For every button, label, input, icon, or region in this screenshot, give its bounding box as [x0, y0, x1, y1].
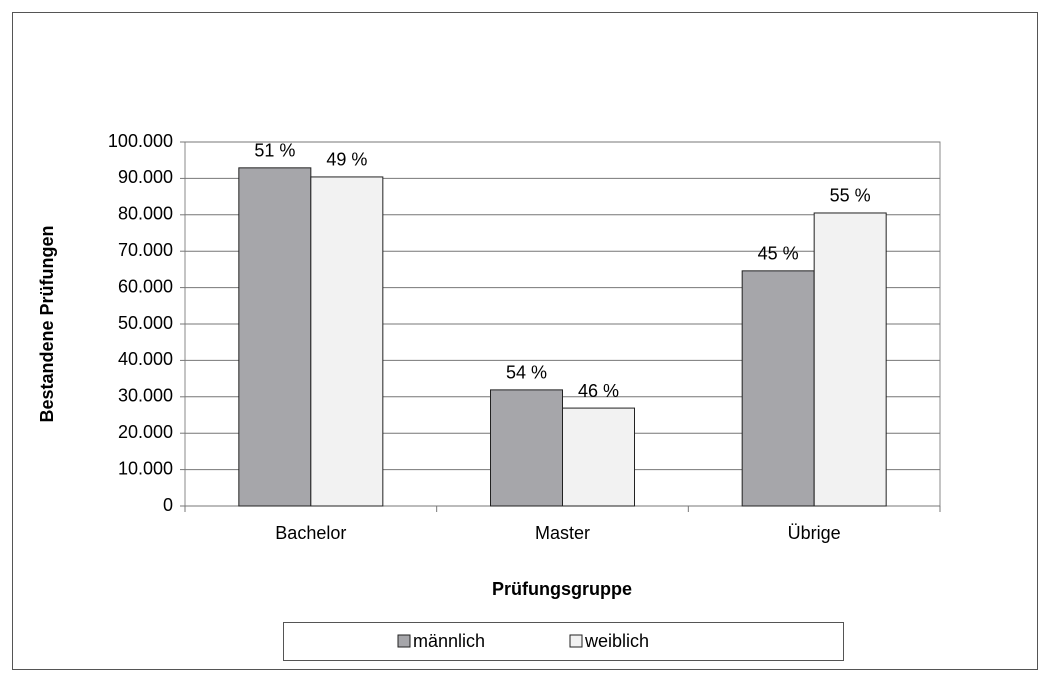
- legend-swatch: [397, 634, 411, 648]
- x-tick-label: Bachelor: [275, 523, 346, 543]
- y-tick-label: 80.000: [118, 204, 173, 224]
- x-tick-label: Übrige: [788, 523, 841, 543]
- y-axis-title: Bestandene Prüfungen: [37, 225, 57, 422]
- y-tick-label: 10.000: [118, 458, 173, 478]
- legend: [283, 622, 844, 661]
- bar: [813, 212, 887, 507]
- x-tick-label: Master: [535, 523, 590, 543]
- bar: [490, 389, 563, 507]
- y-tick-label: 90.000: [118, 167, 173, 187]
- x-axis-title: Prüfungsgruppe: [492, 579, 632, 599]
- bar: [741, 270, 815, 507]
- y-tick-label: 0: [163, 495, 173, 515]
- y-tick-label: 50.000: [118, 313, 173, 333]
- data-label: 54 %: [506, 363, 547, 383]
- y-tick-label: 100.000: [108, 131, 173, 151]
- legend-label: weiblich: [584, 631, 649, 651]
- legend-swatch: [569, 634, 583, 648]
- data-label: 51 %: [254, 141, 295, 161]
- data-label: 49 %: [326, 150, 367, 170]
- y-tick-label: 20.000: [118, 422, 173, 442]
- y-tick-label: 60.000: [118, 276, 173, 296]
- data-label: 46 %: [578, 381, 619, 401]
- y-tick-label: 70.000: [118, 240, 173, 260]
- y-tick-label: 40.000: [118, 349, 173, 369]
- legend-label: männlich: [413, 631, 485, 651]
- y-tick-label: 30.000: [118, 386, 173, 406]
- data-label: 55 %: [830, 186, 871, 206]
- data-label: 45 %: [758, 244, 799, 264]
- bar: [238, 167, 312, 507]
- bar: [310, 176, 384, 507]
- bar: [562, 407, 635, 507]
